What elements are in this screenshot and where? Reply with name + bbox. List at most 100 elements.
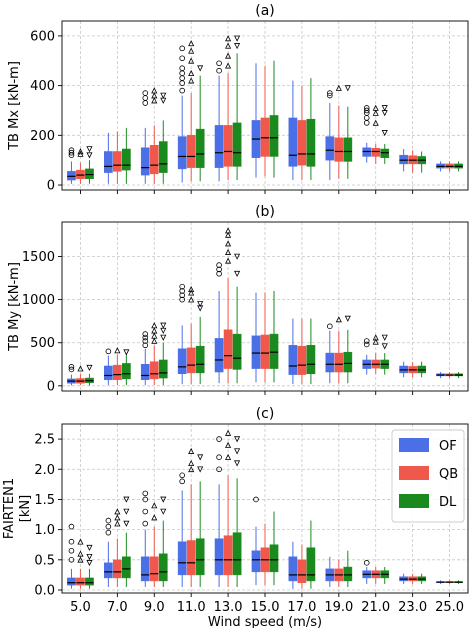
outlier-marker [114,520,121,527]
box-qb-13.0 [223,227,233,384]
y-axis-label: FAIRTEN1[kN] [2,478,33,539]
box-qb-5.0 [76,538,85,589]
outlier-marker [179,45,185,52]
y-tick-label: 400 [30,79,55,94]
outlier-marker [372,104,379,111]
box-of-11.0 [177,45,187,183]
outlier-marker [381,334,388,341]
box-dl-17.0 [306,78,316,181]
box-dl-11.0 [195,301,205,385]
box-dl-13.0 [232,253,242,384]
legend-swatch-of [399,438,429,452]
outlier-marker [179,292,185,299]
box-qb-5.0 [76,365,85,386]
outlier-marker [86,544,93,552]
y-tick-label: 0 [47,379,55,394]
y-axis-label-line: FAIRTEN1 [2,478,17,539]
box-iqr [76,169,85,180]
outlier-marker [142,334,149,341]
outlier-marker [160,496,167,503]
outlier-marker [105,348,112,355]
box-iqr [251,335,261,369]
outlier-marker [179,288,185,294]
outlier-marker [188,40,195,47]
outlier-marker [160,508,167,515]
outlier-marker [335,316,342,323]
box-of-21.0 [362,105,372,163]
box-of-7.0 [104,517,113,587]
outlier-marker [123,508,130,515]
outlier-marker [327,92,333,99]
box-dl-17.0 [306,318,316,385]
box-dl-15.0 [269,60,279,178]
outlier-marker [179,55,185,62]
y-tick-label: 1000 [22,293,55,308]
box-iqr [140,556,150,582]
outlier-marker [160,322,167,329]
box-iqr [260,334,270,369]
outlier-marker [86,553,93,561]
box-iqr [223,125,233,167]
legend-label-of: OF [439,439,457,454]
box-qb-19.0 [334,316,344,384]
outlier-marker [225,453,232,460]
outlier-marker [142,496,149,503]
box-iqr [306,118,316,167]
box-qb-7.0 [113,508,122,587]
outlier-marker [216,270,222,277]
box-iqr [177,541,187,576]
box-iqr [195,345,205,374]
box-iqr [113,364,122,381]
outlier-marker [197,65,204,72]
outlier-marker [225,257,232,264]
box-of-7.0 [104,132,113,184]
outlier-marker [188,57,195,64]
box-qb-25.0 [445,580,454,584]
box-iqr [269,544,279,573]
box-dl-9.0 [158,92,168,184]
box-dl-9.0 [158,322,168,385]
box-qb-11.0 [186,447,196,587]
box-iqr [113,559,122,579]
box-iqr [306,547,316,582]
box-iqr [177,136,187,170]
outlier-marker [335,84,342,91]
outlier-marker [123,520,130,527]
legend-label-dl: DL [439,495,457,510]
y-axis-label-line: [kN] [18,495,33,522]
outlier-marker [216,67,222,74]
box-iqr [288,117,298,167]
box-dl-11.0 [195,454,205,587]
outlier-marker [234,436,241,443]
outlier-marker [68,547,75,554]
box-dl-9.0 [158,496,168,587]
box-qb-19.0 [334,559,344,587]
box-iqr [325,352,335,373]
x-axis-label: Wind speed (m/s) [208,615,322,628]
outlier-marker [114,347,121,354]
box-dl-15.0 [269,511,279,586]
box-of-17.0 [288,318,298,385]
outlier-marker [225,240,232,247]
outlier-marker [363,338,370,344]
box-iqr [149,556,159,582]
box-of-17.0 [288,541,298,589]
box-of-23.0 [399,361,408,378]
box-iqr [251,550,261,573]
x-tick-label: 15.0 [251,600,280,615]
box-iqr [122,148,131,171]
panel-title: (a) [255,3,275,19]
box-iqr [85,168,94,180]
box-dl-25.0 [454,372,463,379]
box-of-9.0 [140,490,150,587]
box-iqr [269,333,279,369]
box-qb-13.0 [223,429,233,587]
outlier-marker [216,262,222,268]
box-iqr [195,538,205,576]
y-tick-label: 2.0 [34,463,55,478]
outlier-marker [234,270,241,278]
outlier-marker [142,331,149,337]
box-iqr [343,351,353,373]
box-iqr [362,147,372,157]
outlier-marker [225,227,232,234]
